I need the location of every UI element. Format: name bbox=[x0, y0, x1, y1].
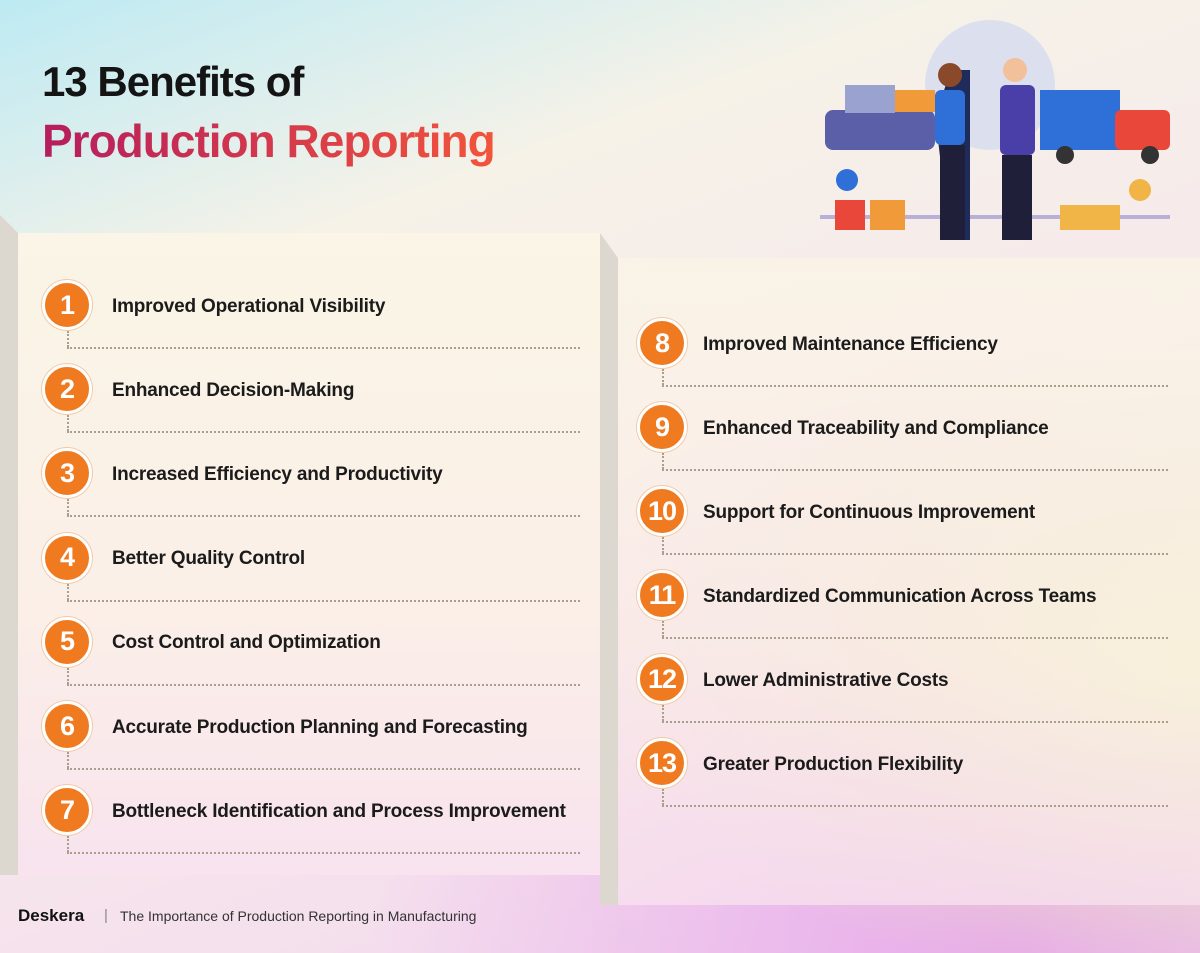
panel-side bbox=[600, 233, 618, 905]
divider bbox=[67, 347, 580, 349]
benefit-text: Cost Control and Optimization bbox=[112, 632, 381, 654]
benefit-text: Accurate Production Planning and Forecas… bbox=[112, 716, 528, 738]
connector bbox=[67, 583, 69, 600]
connector bbox=[67, 415, 69, 432]
brand: Deskera bbox=[18, 906, 85, 925]
divider bbox=[67, 768, 580, 770]
benefit-text: Standardized Communication Across Teams bbox=[703, 585, 1097, 607]
connector bbox=[662, 369, 664, 385]
divider bbox=[67, 515, 580, 518]
number-badge: 4 bbox=[42, 532, 92, 583]
benefit-text: Increased Efficiency and Productivity bbox=[112, 463, 443, 485]
connector bbox=[662, 537, 664, 553]
connector bbox=[67, 836, 69, 853]
number-badge: 11 bbox=[637, 570, 687, 620]
divider bbox=[662, 637, 1168, 639]
connector bbox=[67, 667, 69, 684]
connector bbox=[662, 705, 664, 721]
number-badge: 2 bbox=[42, 364, 92, 415]
number-badge: 3 bbox=[42, 448, 92, 499]
divider bbox=[67, 852, 580, 855]
benefit-text: Improved Operational Visibility bbox=[112, 295, 386, 317]
connector bbox=[67, 752, 69, 768]
connector bbox=[662, 453, 664, 469]
illustration bbox=[820, 20, 1170, 240]
panel-side bbox=[0, 215, 18, 875]
divider bbox=[662, 721, 1168, 723]
number-badge: 13 bbox=[637, 738, 687, 788]
benefit-text: Enhanced Decision-Making bbox=[112, 379, 355, 401]
divider bbox=[662, 805, 1168, 807]
benefit-text: Enhanced Traceability and Compliance bbox=[703, 417, 1049, 439]
benefit-text: Lower Administrative Costs bbox=[703, 669, 949, 691]
benefit-text: Improved Maintenance Efficiency bbox=[703, 333, 998, 355]
number-badge: 1 bbox=[42, 280, 92, 330]
divider bbox=[67, 683, 580, 686]
benefit-text: Greater Production Flexibility bbox=[703, 753, 964, 775]
number-badge: 7 bbox=[42, 785, 92, 836]
number-badge: 10 bbox=[637, 486, 687, 536]
benefit-text: Better Quality Control bbox=[112, 548, 306, 570]
number-badge: 6 bbox=[42, 701, 92, 751]
number-badge: 8 bbox=[637, 318, 687, 368]
divider bbox=[67, 599, 580, 602]
divider bbox=[662, 385, 1168, 387]
caption: The Importance of Production Reporting i… bbox=[120, 908, 477, 924]
connector bbox=[67, 499, 69, 516]
benefit-text: Support for Continuous Improvement bbox=[703, 501, 1036, 523]
connector bbox=[662, 621, 664, 637]
title-highlight: Production Reporting bbox=[42, 115, 496, 167]
separator: | bbox=[104, 907, 108, 924]
title: 13 Benefits of bbox=[42, 58, 304, 105]
connector bbox=[67, 331, 69, 347]
number-badge: 5 bbox=[42, 616, 92, 667]
connector bbox=[662, 789, 664, 805]
divider bbox=[67, 431, 580, 434]
number-badge: 9 bbox=[637, 402, 687, 452]
number-badge: 12 bbox=[637, 654, 687, 704]
divider bbox=[662, 469, 1168, 471]
right-panel bbox=[618, 258, 1200, 905]
divider bbox=[662, 553, 1168, 555]
benefit-text: Bottleneck Identification and Process Im… bbox=[112, 800, 566, 822]
